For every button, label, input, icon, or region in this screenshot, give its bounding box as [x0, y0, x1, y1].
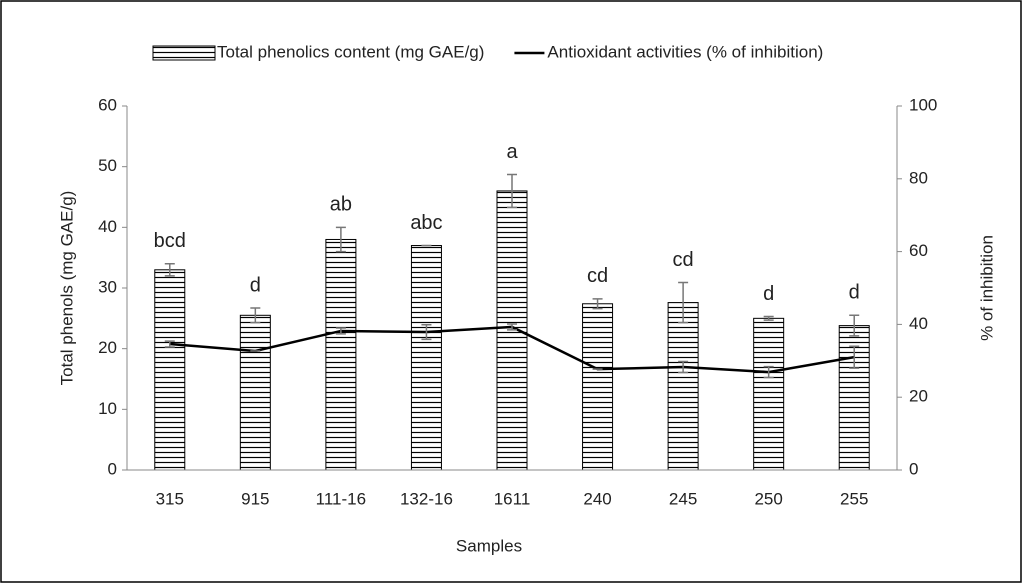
- y-tick-label: 60: [98, 95, 117, 114]
- error-bar: [849, 345, 860, 369]
- legend-label: Antioxidant activities (% of inhibition): [547, 42, 823, 61]
- y2-tick-label: 80: [909, 168, 928, 187]
- bar: [154, 269, 186, 471]
- error-bar: [335, 226, 346, 253]
- y2-tick-label: 100: [909, 95, 937, 114]
- y-tick-label: 0: [108, 459, 117, 478]
- error-bar: [250, 307, 261, 324]
- x-tick-label: 250: [754, 489, 782, 508]
- error-bar: [592, 298, 603, 310]
- error-bar: [763, 315, 774, 321]
- y-tick-label: 20: [98, 338, 117, 357]
- error-bar: [421, 324, 432, 341]
- legend-label: Total phenolics content (mg GAE/g): [217, 42, 484, 61]
- error-bar: [507, 173, 517, 209]
- y2-axis-label: % of inhibition: [977, 235, 996, 341]
- annotation: cd: [587, 265, 608, 287]
- x-tick-label: 111-16: [316, 489, 366, 508]
- x-axis-label: Samples: [456, 536, 522, 555]
- bar: [410, 245, 442, 471]
- error-bar: [678, 281, 689, 324]
- y2-tick-label: 60: [909, 241, 928, 260]
- y2-tick-label: 40: [909, 314, 928, 333]
- y2-tick-label: 0: [909, 459, 918, 478]
- annotation: d: [250, 274, 261, 296]
- y-tick-label: 40: [98, 217, 117, 236]
- y-tick-label: 30: [98, 277, 117, 296]
- error-bar: [763, 365, 774, 379]
- error-bar: [335, 327, 346, 335]
- x-tick-label: 245: [669, 489, 697, 508]
- x-tick-label: 255: [840, 489, 868, 508]
- bar: [325, 238, 357, 471]
- error-bar: [164, 340, 175, 348]
- bar: [753, 317, 785, 471]
- error-bar: [849, 314, 860, 337]
- error-bar: [164, 262, 175, 277]
- annotation: cd: [673, 249, 694, 271]
- annotation: d: [849, 282, 860, 304]
- annotation: bcd: [154, 230, 186, 252]
- annotation: ab: [330, 194, 352, 216]
- annotation: abc: [410, 212, 442, 234]
- x-tick-label: 1611: [494, 489, 531, 508]
- bar: [582, 303, 614, 471]
- bar: [239, 314, 271, 471]
- x-tick-label: 240: [583, 489, 611, 508]
- annotation: d: [763, 283, 774, 305]
- y-tick-label: 50: [98, 156, 117, 175]
- bar: [667, 302, 699, 471]
- error-bar: [507, 323, 517, 331]
- y2-tick-label: 20: [909, 387, 928, 406]
- legend-swatch: [152, 45, 216, 61]
- error-bar: [678, 360, 689, 374]
- x-tick-label: 132-16: [400, 489, 453, 508]
- x-tick-label: 315: [156, 489, 184, 508]
- y-axis-label: Total phenols (mg GAE/g): [57, 191, 76, 386]
- y-tick-label: 10: [98, 399, 117, 418]
- x-tick-label: 915: [241, 489, 269, 508]
- annotation: a: [506, 141, 518, 163]
